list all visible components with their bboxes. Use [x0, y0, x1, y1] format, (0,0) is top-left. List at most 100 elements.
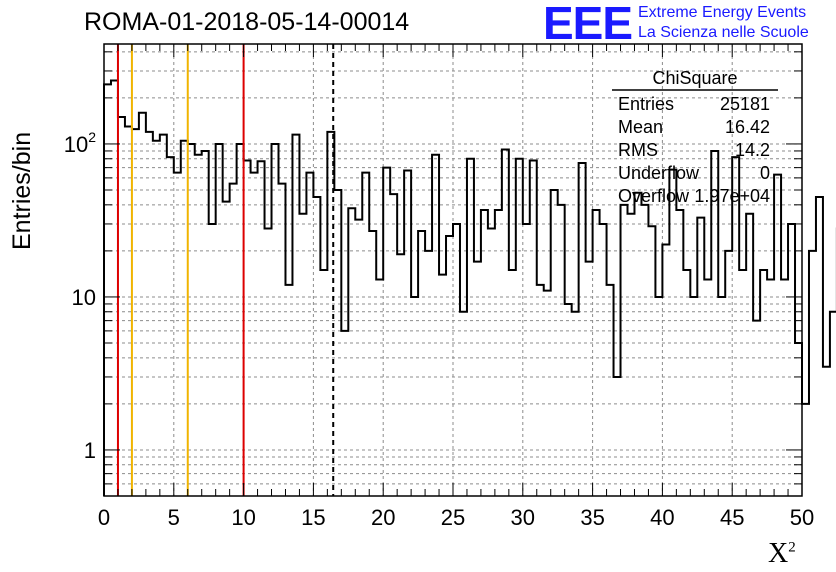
histogram-bin [341, 331, 348, 496]
histogram-bin [690, 297, 697, 496]
histogram-bin [272, 144, 279, 496]
x-tick-label: 5 [168, 505, 180, 530]
histogram [103, 79, 836, 496]
histogram-bin [753, 321, 760, 496]
histogram-bin [446, 236, 453, 496]
histogram-bin [537, 285, 544, 496]
histogram-bin [292, 135, 299, 496]
y-axis-label: Entries/bin [8, 131, 36, 250]
x-axis-label: X2 [768, 538, 796, 570]
histogram-bin [760, 270, 767, 496]
logo-line-2: La Scienza nelle Scuole [638, 24, 809, 41]
stats-row-value: 25181 [720, 94, 770, 114]
histogram-bin [628, 214, 635, 496]
histogram-bin [299, 214, 306, 496]
histogram-bin [132, 129, 139, 496]
histogram-bin [830, 312, 836, 496]
histogram-bin [390, 194, 397, 496]
histogram-bin [614, 377, 621, 496]
histogram-bin [439, 275, 446, 496]
x-tick-label: 45 [720, 505, 744, 530]
histogram-bin [174, 173, 181, 496]
histogram-bin [586, 262, 593, 496]
histogram-bin [641, 205, 648, 496]
stats-row-value: 1.97e+04 [694, 186, 770, 206]
histogram-bin [118, 117, 125, 496]
histogram-bin [369, 231, 376, 496]
histogram-bin [125, 127, 132, 496]
histogram-bin [495, 210, 502, 496]
histogram-bin [551, 190, 558, 496]
histogram-bin [676, 210, 683, 496]
histogram-bin [258, 161, 265, 496]
histogram-bin [348, 208, 355, 496]
x-tick-label: 25 [441, 505, 465, 530]
histogram-bin [795, 343, 802, 496]
histogram-bin [167, 157, 174, 496]
histogram-bin [195, 155, 202, 496]
histogram-bin [209, 224, 216, 496]
histogram-bin [404, 171, 411, 496]
histogram-bin [683, 270, 690, 496]
histogram-bin [816, 197, 823, 496]
stats-row-label: Underflow [618, 163, 700, 183]
stats-row-label: Mean [618, 117, 663, 137]
histogram-bin [704, 280, 711, 496]
histogram-bin [809, 251, 816, 496]
histogram-bin [621, 205, 628, 496]
histogram-bin [516, 159, 523, 496]
histogram-bin [802, 404, 809, 496]
x-tick-label: 50 [790, 505, 814, 530]
stats-box: ChiSquare Entries 25181 Mean 16.42 RMS 14.2 Und… [612, 68, 778, 206]
histogram-bin [739, 270, 746, 496]
stats-row-label: Overflow [618, 186, 690, 206]
histogram-bin [383, 168, 390, 496]
histogram-bin [139, 113, 146, 496]
histogram-bin [279, 184, 286, 496]
histogram-bin [593, 210, 600, 496]
histogram-series [103, 79, 836, 496]
stats-row-label: Entries [618, 94, 674, 114]
x-tick-label: 10 [231, 505, 255, 530]
histogram-bin [425, 251, 432, 496]
histogram-bin [313, 197, 320, 496]
histogram-bin [474, 262, 481, 496]
histogram-bin [523, 224, 530, 496]
histogram-bin [306, 173, 313, 496]
histogram-bin [732, 157, 739, 496]
histogram-bin [244, 160, 251, 496]
histogram-bin [376, 280, 383, 496]
histogram-bin [607, 285, 614, 496]
histogram-bin [488, 229, 495, 496]
histogram-bin [320, 270, 327, 496]
histogram-bin [334, 190, 341, 496]
histogram-bin [153, 141, 160, 496]
histogram-bin [181, 141, 188, 496]
stats-title: ChiSquare [652, 68, 737, 88]
x-tick-label: 35 [580, 505, 604, 530]
histogram-bin [230, 184, 237, 496]
histogram-bin [411, 297, 418, 496]
histogram-bin [718, 297, 725, 496]
histogram-bin [397, 254, 404, 496]
histogram-bin [788, 224, 795, 496]
histogram-bin [481, 210, 488, 496]
histogram-bin [572, 312, 579, 496]
histogram-bin [265, 229, 272, 496]
histogram-bin [767, 280, 774, 496]
histogram-bin [774, 175, 781, 496]
histogram-bin [725, 251, 732, 496]
histogram-bin [697, 218, 704, 496]
histogram-bin [362, 173, 369, 496]
histogram-bin [662, 245, 669, 496]
histogram-bin [648, 226, 655, 496]
x-tick-label: 40 [650, 505, 674, 530]
histogram-bin [160, 135, 167, 496]
histogram-bin [355, 220, 362, 496]
histogram-bin [544, 291, 551, 496]
histogram-bin [746, 214, 753, 496]
y-tick-label: 10 [72, 285, 96, 310]
histogram-bin [432, 155, 439, 496]
histogram-bin [188, 144, 195, 496]
